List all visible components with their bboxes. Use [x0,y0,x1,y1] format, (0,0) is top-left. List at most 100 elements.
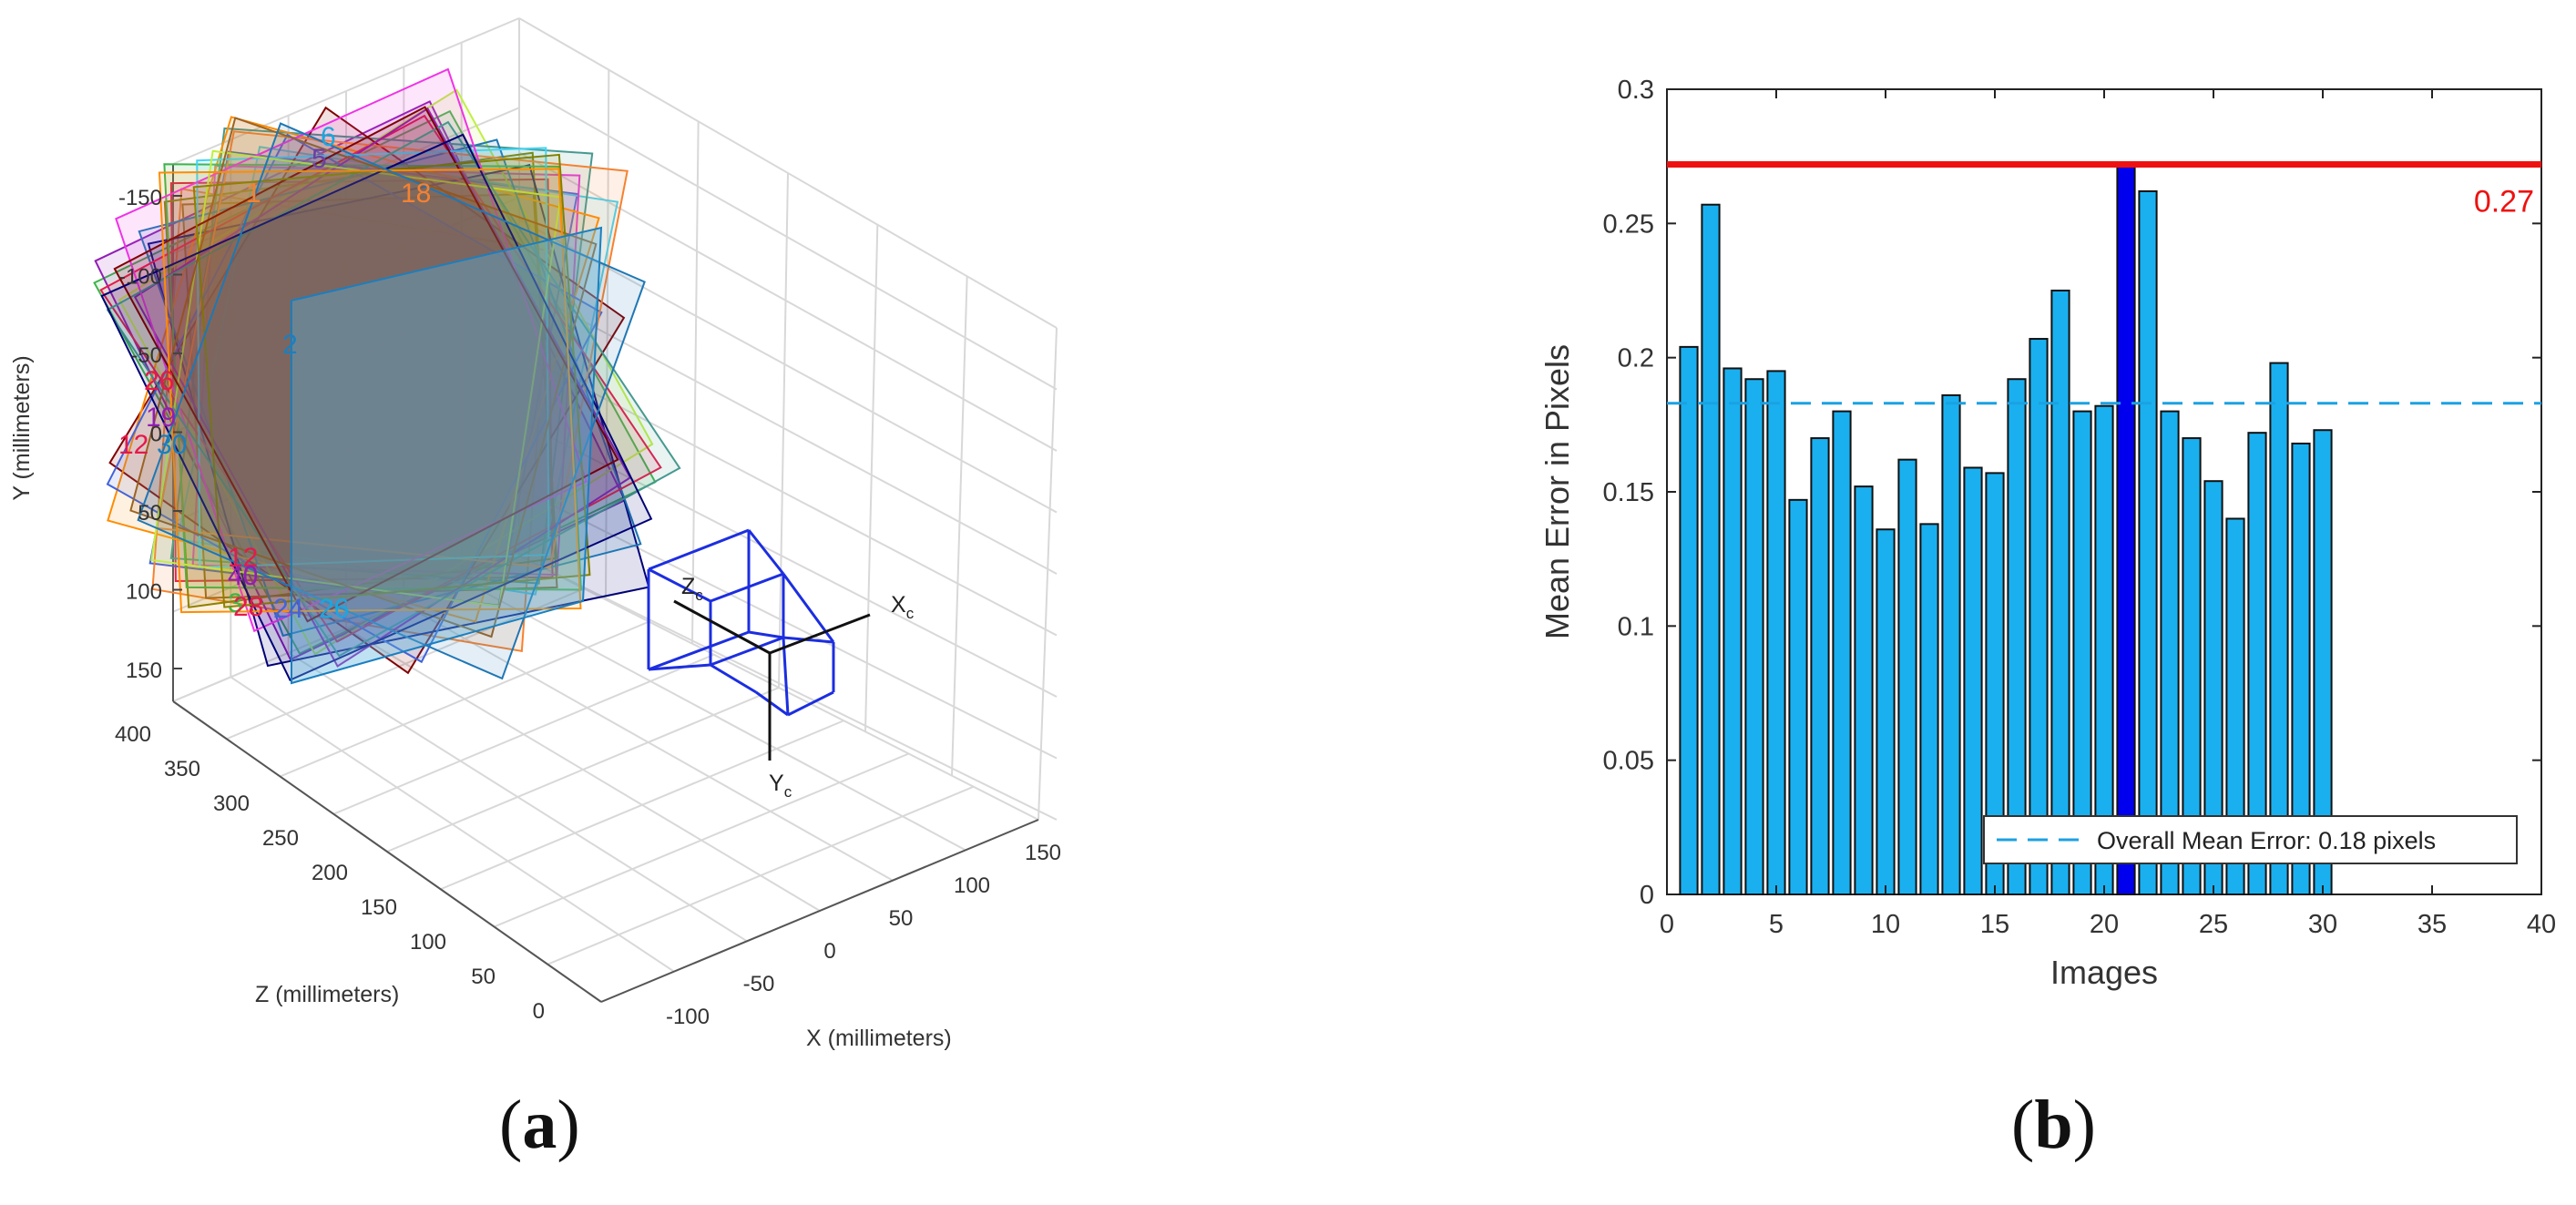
y-tick-label: 0.2 [1618,344,1654,373]
z-tick-label: 100 [410,930,446,955]
bar-image-16 [2007,378,2027,895]
bar-image-13 [1941,393,1961,896]
max-error-label: 0.27 [2474,185,2534,220]
y-tick-label: 0.3 [1618,76,1654,105]
x-tick-label: -100 [666,1005,710,1029]
x-tick-label: 40 [2527,910,2556,939]
x-tick-label: 10 [1871,910,1900,939]
camera-zc-label: Zc [681,574,703,604]
z-tick-label: 50 [471,965,496,989]
z-tick-label: 250 [262,826,299,851]
panel-caption-b: (b) [2011,1087,2096,1163]
x-axis-label: Images [2050,954,2158,991]
camera-edge [648,630,750,671]
bar-image-26 [2225,517,2245,895]
camera-yc-label: Yc [769,771,792,801]
checkerboard-plane-highlight [291,226,603,685]
board-number-label: 3 [228,588,243,618]
x-tick-label: 0 [1660,910,1674,939]
z-axis-label: Z (millimeters) [255,982,399,1007]
camera-frustum: Xc Yc Zc [647,528,915,801]
board-number-label: 12 [118,430,148,460]
checkerboard-plane [100,133,653,682]
z-tick-label: 0 [533,999,545,1024]
x-tick-label: 150 [1025,841,1061,865]
bar-image-23 [2160,410,2180,896]
panel-caption-a: (a) [499,1087,580,1163]
camera-zc-axis [673,599,771,655]
grid-line [461,578,966,852]
y-tick-label: 0.25 [1603,209,1654,239]
z-tick-label: 350 [164,757,200,781]
bar-image-12 [1919,523,1939,895]
bar-image-17 [2029,338,2049,896]
grid-line [288,651,748,943]
axis-edge [600,819,1039,1003]
y-tick-label: 0.1 [1618,612,1654,641]
bar-image-3 [1722,367,1743,896]
grid-line [518,286,1058,575]
y-tick-label: 0.15 [1603,478,1654,507]
grid-line [864,224,879,732]
checkerboard-plane [181,192,558,599]
bar-image-22 [2138,189,2158,895]
grid-line [951,276,968,776]
board-number-label: 26 [319,594,349,624]
camera-edge [648,663,711,671]
bar-image-27 [2247,432,2267,895]
checkerboard-plane [169,127,594,585]
board-number-label: 2 [282,330,298,360]
axis-labels: Images Mean Error in Pixels [1538,344,2158,991]
y-tick-label: -100 [118,265,162,290]
grid-line [230,676,675,973]
bar-image-10 [1876,528,1896,896]
legend: Overall Mean Error: 0.18 pixels [1983,815,2518,864]
z-tick-label: 300 [213,791,250,816]
bar-image-6 [1788,498,1808,896]
y-tick-label: -50 [130,343,162,368]
y-tick-label: -150 [118,186,162,210]
grid-line [1038,327,1058,821]
checkerboard-plane [192,153,591,608]
board-number-label: 19 [146,403,176,433]
camera-edge [648,567,711,603]
camera-edge [787,690,834,717]
z-tick-label: 200 [312,861,348,885]
x-tick-label: -50 [743,972,775,996]
bar-image-5 [1766,370,1786,895]
y-tick-label: 50 [138,501,162,526]
board-number-label: 26 [144,366,174,396]
camera-edge [755,690,789,717]
checkerboard-plane [196,147,550,568]
bars [1679,163,2333,896]
grid-line [345,628,821,912]
board-number-label: 5 [312,144,327,174]
x-tick-label: 20 [2090,910,2119,939]
axis-ticks: -150-100-5005010015005010015020025030035… [115,186,1061,1029]
mean-error-bar-chart: 0.27 0 5 10 15 20 25 30 35 40 0 0.05 0.1 0.15 0.2 0.25… [1538,76,2556,991]
camera-edge [710,663,757,694]
grid-line [403,603,894,882]
grid-line [518,151,1058,452]
z-tick-label: 400 [115,722,151,747]
board-number-label: 28 [233,592,263,622]
bar-image-21 [2116,163,2136,896]
y-tick-label: 0 [1640,881,1654,910]
x-tick-label: 0 [823,939,835,964]
bar-image-18 [2050,290,2070,895]
grid-line [691,121,700,644]
grid-line [518,17,1058,329]
board-number-label: 18 [401,179,431,209]
bar-image-7 [1810,437,1830,895]
bar-image-1 [1679,345,1699,895]
checkerboard-plane [151,188,552,653]
camera-xc-label: Xc [891,592,915,622]
checkerboard-plane [108,106,626,675]
camera-edge [710,636,784,667]
grid-line [518,555,1039,821]
bar-image-24 [2182,437,2202,895]
bar-image-4 [1744,378,1764,895]
legend-text: Overall Mean Error: 0.18 pixels [2097,827,2436,854]
